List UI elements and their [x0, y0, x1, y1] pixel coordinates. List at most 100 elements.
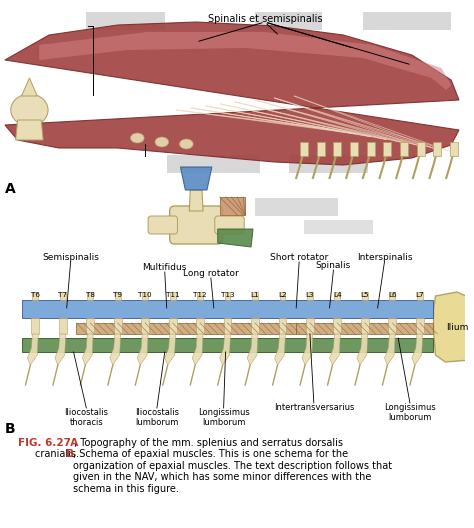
- Bar: [22, 300, 434, 318]
- Bar: [114, 318, 122, 334]
- Text: T8: T8: [86, 292, 95, 298]
- Text: Spinalis: Spinalis: [316, 261, 351, 270]
- Bar: [304, 220, 373, 234]
- Bar: [333, 142, 341, 156]
- Polygon shape: [357, 334, 368, 365]
- Text: Iliocostalis
thoracis: Iliocostalis thoracis: [64, 408, 108, 427]
- FancyBboxPatch shape: [215, 216, 244, 234]
- Bar: [367, 142, 374, 156]
- Bar: [115, 292, 120, 300]
- Bar: [86, 12, 165, 30]
- Polygon shape: [274, 334, 285, 365]
- Bar: [450, 142, 458, 156]
- Bar: [300, 142, 308, 156]
- Bar: [196, 318, 204, 334]
- Polygon shape: [110, 334, 120, 365]
- Polygon shape: [181, 167, 212, 190]
- Bar: [307, 292, 313, 300]
- Text: Spinalis et semispinalis: Spinalis et semispinalis: [208, 14, 322, 24]
- Text: L1: L1: [251, 292, 259, 298]
- Bar: [87, 292, 93, 300]
- Bar: [86, 318, 94, 334]
- Text: T12: T12: [193, 292, 207, 298]
- Bar: [289, 155, 368, 173]
- Text: L5: L5: [361, 292, 369, 298]
- FancyBboxPatch shape: [170, 206, 223, 244]
- Bar: [255, 198, 338, 216]
- Bar: [333, 318, 341, 334]
- Bar: [251, 318, 259, 334]
- Bar: [142, 292, 148, 300]
- Text: , Topography of the mm. splenius and serratus dorsalis: , Topography of the mm. splenius and ser…: [73, 438, 343, 448]
- Bar: [141, 318, 149, 334]
- Bar: [335, 292, 340, 300]
- Bar: [416, 318, 424, 334]
- Text: L3: L3: [306, 292, 314, 298]
- Text: Iliocostalis
lumborum: Iliocostalis lumborum: [135, 408, 179, 427]
- Bar: [383, 142, 392, 156]
- Text: L7: L7: [415, 292, 424, 298]
- Bar: [255, 12, 322, 30]
- Bar: [225, 292, 230, 300]
- Bar: [60, 292, 66, 300]
- Bar: [400, 142, 408, 156]
- Bar: [389, 292, 395, 300]
- Text: Multifidus: Multifidus: [143, 263, 187, 272]
- Text: T11: T11: [166, 292, 180, 298]
- Text: T10: T10: [138, 292, 152, 298]
- Polygon shape: [218, 229, 253, 247]
- Bar: [350, 142, 358, 156]
- Bar: [363, 12, 451, 30]
- Text: A: A: [63, 438, 78, 448]
- Text: T9: T9: [113, 292, 122, 298]
- Bar: [252, 292, 258, 300]
- Text: cranialis.: cranialis.: [35, 449, 82, 459]
- Bar: [317, 142, 325, 156]
- Text: Long rotator: Long rotator: [183, 269, 239, 278]
- Polygon shape: [412, 334, 423, 365]
- Text: T6: T6: [31, 292, 40, 298]
- Bar: [434, 142, 441, 156]
- Polygon shape: [22, 78, 37, 96]
- Polygon shape: [82, 334, 93, 365]
- Bar: [59, 318, 67, 334]
- Polygon shape: [55, 334, 66, 365]
- FancyBboxPatch shape: [148, 216, 178, 234]
- Bar: [224, 318, 231, 334]
- Text: L4: L4: [333, 292, 342, 298]
- Bar: [306, 318, 314, 334]
- Text: Intertransversarius: Intertransversarius: [273, 403, 354, 412]
- Polygon shape: [247, 334, 258, 365]
- Polygon shape: [5, 22, 459, 165]
- Text: A: A: [5, 182, 16, 196]
- Polygon shape: [192, 334, 203, 365]
- Polygon shape: [27, 334, 38, 365]
- Text: L6: L6: [388, 292, 397, 298]
- Bar: [197, 292, 203, 300]
- Polygon shape: [219, 334, 230, 365]
- Polygon shape: [165, 334, 175, 365]
- Text: FIG. 6.27: FIG. 6.27: [18, 438, 71, 448]
- Polygon shape: [189, 190, 203, 211]
- Bar: [417, 292, 423, 300]
- Text: L2: L2: [278, 292, 287, 298]
- Text: T13: T13: [221, 292, 234, 298]
- Bar: [167, 155, 260, 173]
- Text: B: B: [66, 449, 74, 459]
- Text: Interspinalis: Interspinalis: [357, 253, 412, 262]
- Text: Longissimus
lumborum: Longissimus lumborum: [198, 408, 249, 427]
- Text: Ilium: Ilium: [446, 324, 468, 333]
- Bar: [361, 318, 369, 334]
- Ellipse shape: [130, 133, 144, 143]
- Polygon shape: [137, 334, 148, 365]
- Text: , Schema of epaxial muscles. This is one schema for the
organization of epaxial : , Schema of epaxial muscles. This is one…: [73, 449, 392, 494]
- Polygon shape: [39, 32, 451, 90]
- Ellipse shape: [11, 94, 48, 126]
- Bar: [31, 318, 39, 334]
- Bar: [279, 318, 286, 334]
- Text: B: B: [5, 422, 16, 436]
- Bar: [22, 338, 434, 352]
- Text: Semispinalis: Semispinalis: [42, 253, 99, 262]
- Bar: [388, 318, 396, 334]
- Bar: [362, 292, 368, 300]
